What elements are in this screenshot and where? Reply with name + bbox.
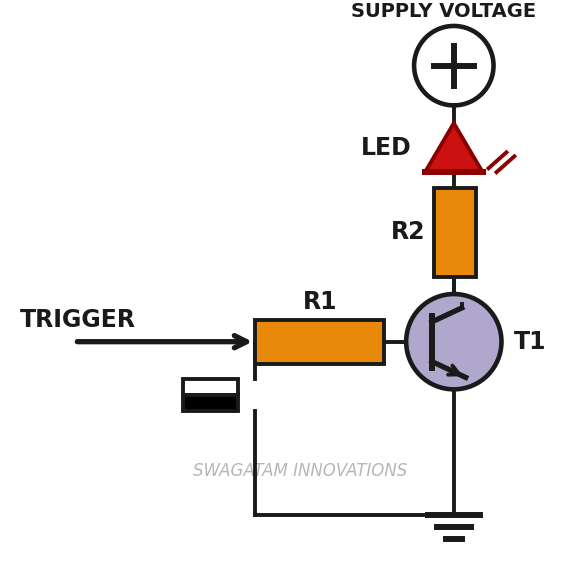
Text: SWAGATAM INNOVATIONS: SWAGATAM INNOVATIONS [193,462,407,480]
Bar [255,320,384,364]
Circle shape [406,294,501,390]
Text: R1: R1 [302,290,337,314]
Text: SUPPLY VOLTAGE: SUPPLY VOLTAGE [351,2,537,21]
Text: R2: R2 [391,220,425,244]
Bar [183,395,238,411]
Text: TRIGGER: TRIGGER [20,308,136,332]
Bar [434,188,475,277]
Text: T1: T1 [514,329,546,354]
Polygon shape [425,123,482,172]
Bar [183,379,238,395]
Text: LED: LED [361,136,411,160]
